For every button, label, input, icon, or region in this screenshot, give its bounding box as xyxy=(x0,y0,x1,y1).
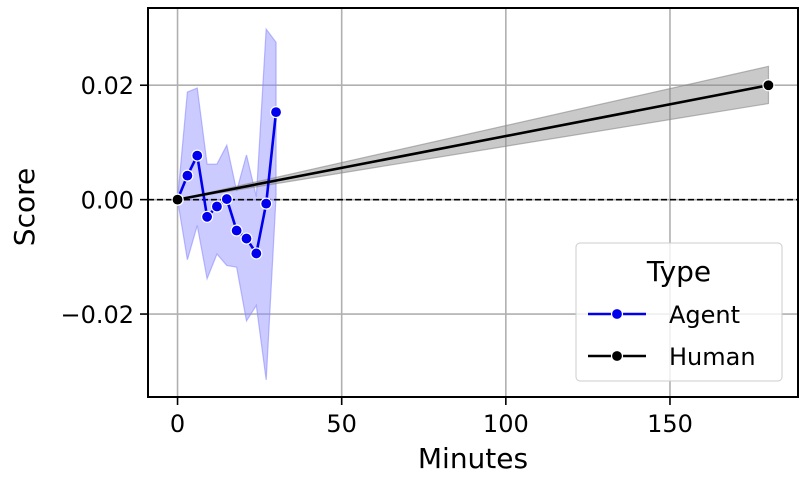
legend-title: Type xyxy=(646,255,711,288)
x-axis-label: Minutes xyxy=(418,442,528,475)
axis-ticks xyxy=(140,84,671,405)
agent-point xyxy=(191,149,204,162)
human-line xyxy=(177,83,769,201)
legend-human-label: Human xyxy=(669,343,756,371)
human-point xyxy=(171,193,184,206)
agent-point xyxy=(230,224,243,237)
plot-frame xyxy=(147,7,799,398)
legend-human-marker-swatch xyxy=(610,349,624,363)
legend-agent-marker-swatch xyxy=(610,307,624,321)
agent-point xyxy=(210,200,224,213)
legend-agent-label: Agent xyxy=(669,301,740,329)
tick-labels: 0 50 100 150 −0.02 0.00 0.02 xyxy=(60,72,692,438)
agent-point xyxy=(181,169,194,182)
agent-point xyxy=(250,247,263,260)
y-tick-label: −0.02 xyxy=(60,301,134,329)
plot-area xyxy=(148,8,798,397)
x-tick-label: 0 xyxy=(170,410,185,438)
y-tick-label: 0.02 xyxy=(81,72,134,100)
legend-box xyxy=(575,242,783,382)
y-axis-label: Score xyxy=(8,168,41,246)
x-tick-label: 50 xyxy=(326,410,357,438)
human-point xyxy=(762,79,775,92)
legend: Type Agent Human xyxy=(575,242,783,382)
agent-point xyxy=(240,232,253,245)
x-tick-label: 100 xyxy=(483,410,529,438)
legend-entries: Agent Human xyxy=(588,301,756,371)
series-markers xyxy=(171,79,775,260)
agent-point xyxy=(220,192,233,206)
agent-point xyxy=(269,106,283,119)
agent-point xyxy=(260,197,273,210)
y-tick-label: 0.00 xyxy=(81,187,134,215)
x-tick-label: 150 xyxy=(647,410,693,438)
agent-point xyxy=(200,210,214,223)
